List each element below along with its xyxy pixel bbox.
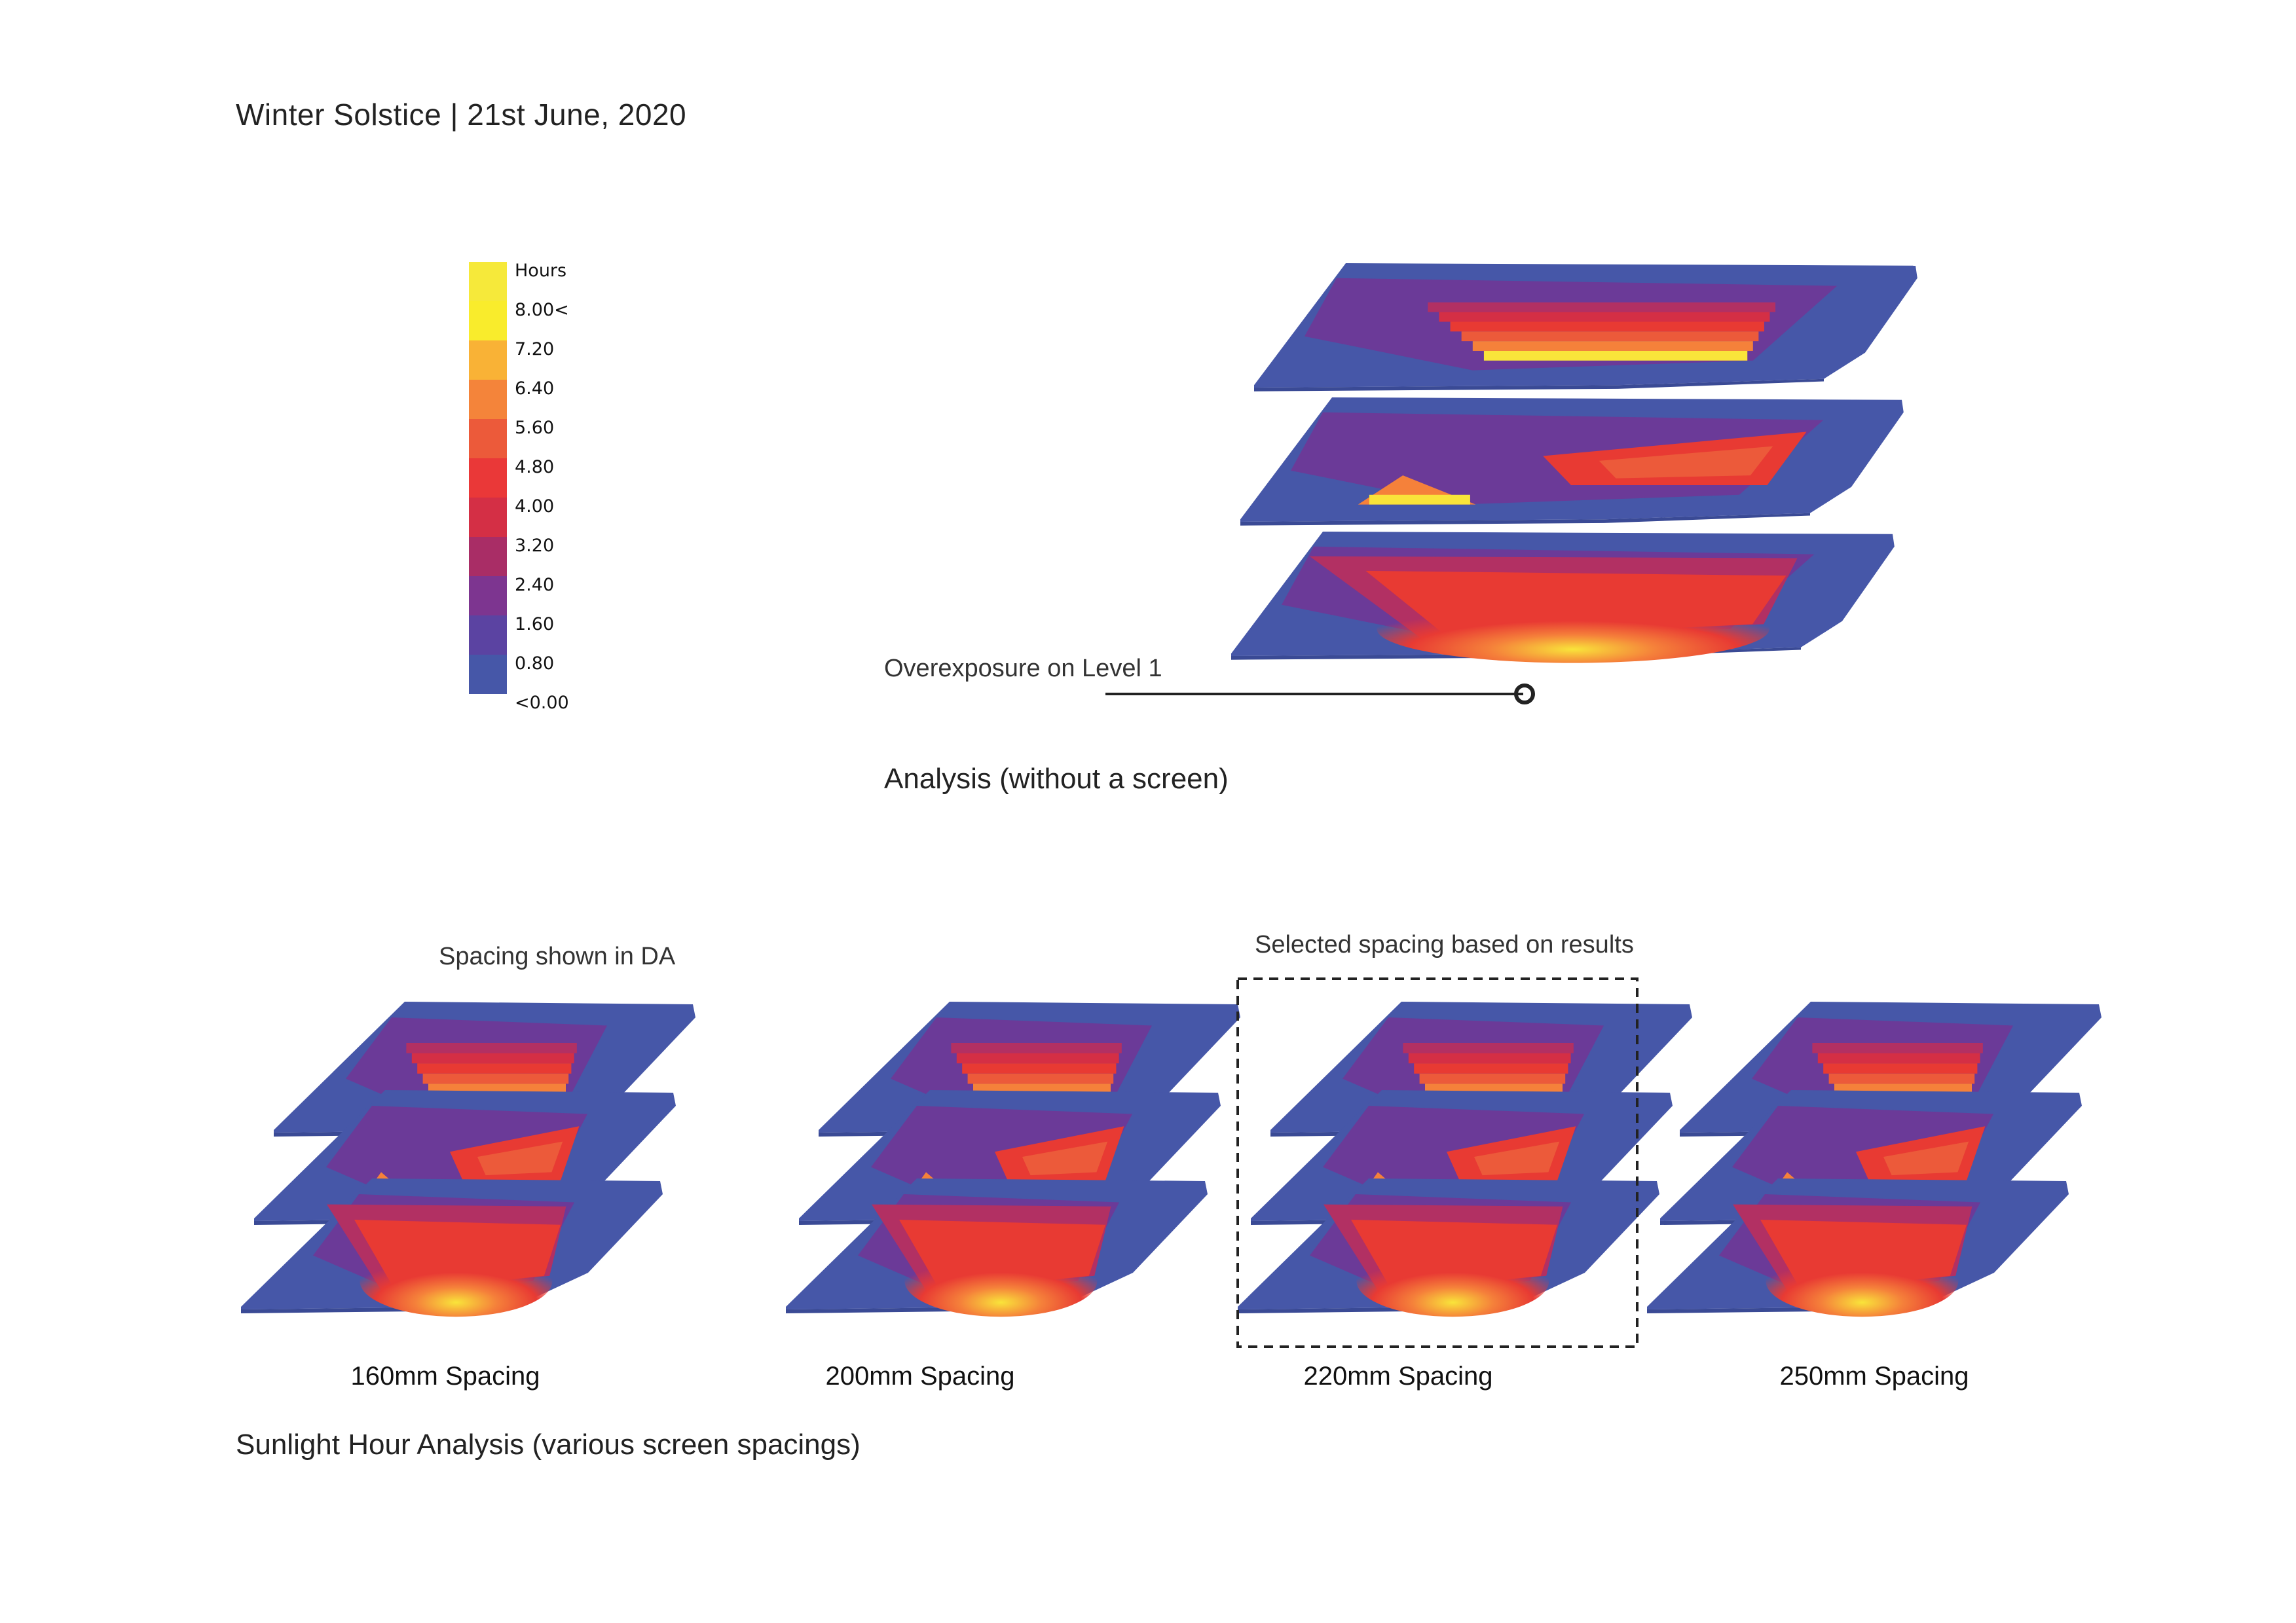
legend-swatch bbox=[469, 301, 507, 340]
legend-swatch bbox=[469, 262, 507, 301]
main-stack-level-1 bbox=[1231, 532, 1895, 663]
legend-label: 1.60 bbox=[515, 614, 555, 634]
selected-spacing-box bbox=[1236, 977, 1639, 1348]
legend-label: Hours bbox=[515, 261, 567, 281]
legend-swatch bbox=[469, 537, 507, 576]
legend-label: 6.40 bbox=[515, 378, 555, 399]
legend-label: 7.20 bbox=[515, 339, 555, 359]
legend-label: 5.60 bbox=[515, 418, 555, 438]
legend-swatch bbox=[469, 458, 507, 498]
stack-160-level-1 bbox=[241, 1178, 663, 1317]
spacing-label-200: 200mm Spacing bbox=[825, 1362, 1015, 1391]
selected-spacing-note: Selected spacing based on results bbox=[1255, 931, 1634, 958]
color-legend: Hours 8.00< 7.20 6.40 5.60 4.80 4.00 3.20 2.40 1.… bbox=[469, 261, 626, 720]
spacing-label-160: 160mm Spacing bbox=[350, 1362, 540, 1391]
sunlight-caption: Sunlight Hour Analysis (various screen s… bbox=[236, 1429, 861, 1461]
spacing-label-220: 220mm Spacing bbox=[1303, 1362, 1493, 1391]
legend-swatch bbox=[469, 655, 507, 694]
legend-swatch bbox=[469, 615, 507, 655]
legend-label: 4.80 bbox=[515, 457, 555, 477]
overexposure-annotation: Overexposure on Level 1 bbox=[884, 655, 1162, 682]
legend-swatch bbox=[469, 419, 507, 458]
analysis-caption: Analysis (without a screen) bbox=[884, 763, 1229, 795]
legend-label: 8.00< bbox=[515, 300, 569, 320]
legend-swatch bbox=[469, 576, 507, 615]
stack-200-level-1 bbox=[786, 1178, 1208, 1317]
main-stack-level-2 bbox=[1240, 397, 1904, 526]
main-stack-level-3 bbox=[1254, 263, 1917, 392]
spacing-shown-note: Spacing shown in DA bbox=[439, 943, 676, 970]
legend-label: 4.00 bbox=[515, 496, 555, 517]
legend-swatch bbox=[469, 380, 507, 419]
spacing-label-250: 250mm Spacing bbox=[1779, 1362, 1969, 1391]
annotation-marker-icon bbox=[1514, 684, 1535, 704]
legend-swatch bbox=[469, 498, 507, 537]
legend-label: 3.20 bbox=[515, 536, 555, 556]
legend-swatch bbox=[469, 340, 507, 380]
stack-220-level-1 bbox=[1238, 1178, 1659, 1317]
legend-label: 2.40 bbox=[515, 575, 555, 595]
legend-label: <0.00 bbox=[515, 693, 569, 713]
legend-label: 0.80 bbox=[515, 653, 555, 674]
page-title: Winter Solstice | 21st June, 2020 bbox=[236, 98, 687, 132]
stack-250-level-1 bbox=[1647, 1178, 2069, 1317]
